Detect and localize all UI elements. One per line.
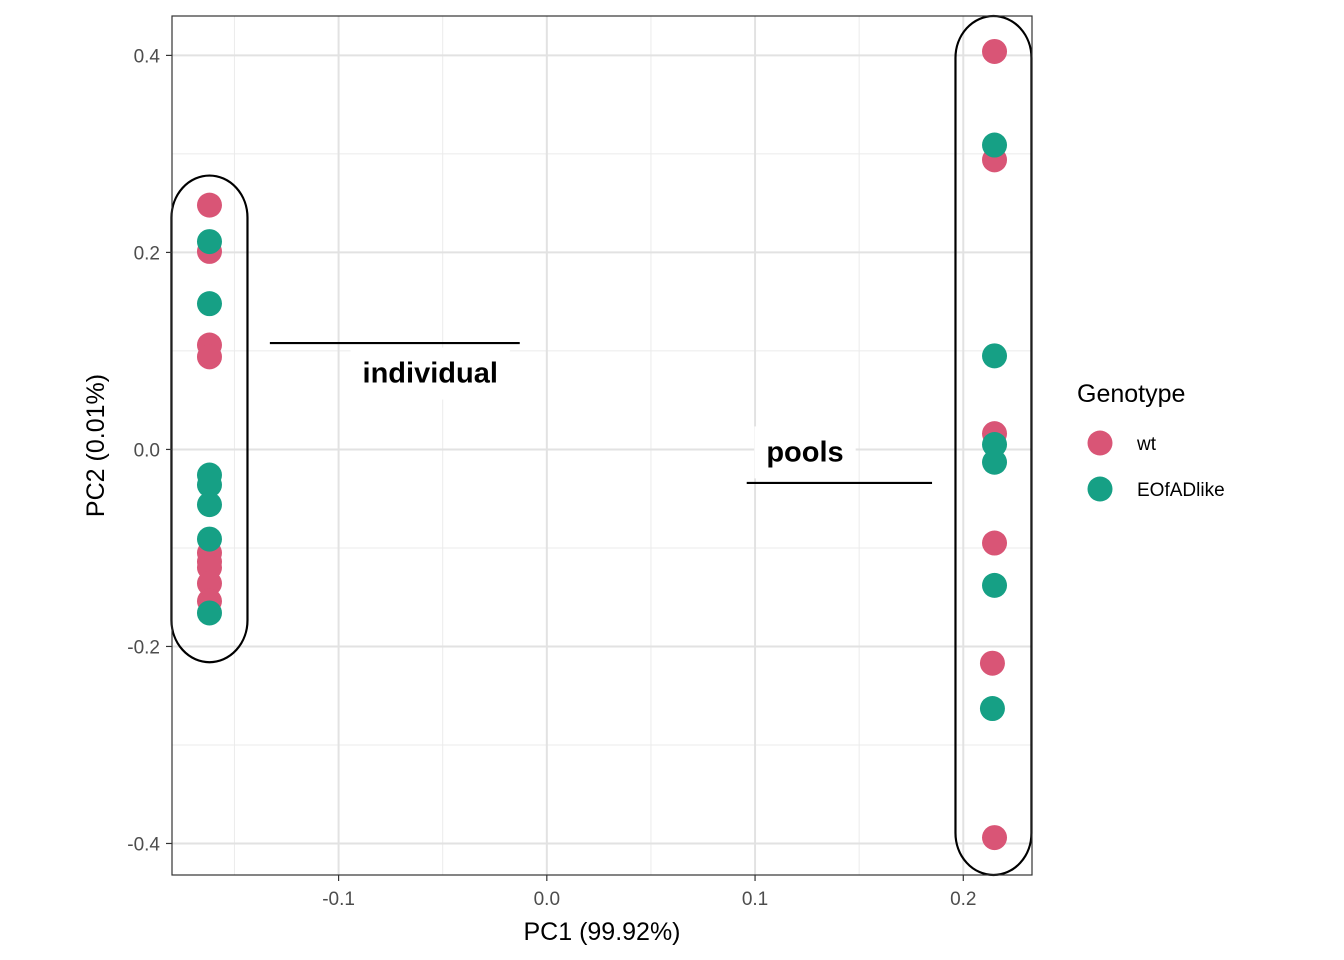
point-wt	[196, 192, 222, 218]
point-wt	[196, 344, 222, 370]
y-tick-label: 0.2	[134, 243, 160, 264]
legend-title: Genotype	[1077, 380, 1185, 408]
data-points	[196, 38, 1008, 851]
point-EOfADlike	[982, 343, 1008, 369]
annotation-label-bg-pools	[754, 426, 856, 479]
point-EOfADlike	[982, 432, 1008, 458]
y-tick-label: -0.2	[127, 637, 160, 658]
y-tick-label: 0.0	[134, 440, 160, 461]
annotation-label-bg-individual	[350, 347, 510, 400]
y-tick-label: -0.4	[127, 834, 160, 855]
point-EOfADlike	[979, 696, 1005, 722]
legend-label-wt: wt	[1136, 434, 1157, 455]
y-tick-label: 0.4	[134, 46, 161, 67]
point-wt	[979, 650, 1005, 676]
legend-key-wt	[1087, 430, 1113, 456]
legend: Genotype wt EOfADlike	[1077, 380, 1225, 502]
legend-label-EOfADlike: EOfADlike	[1137, 480, 1225, 501]
x-tick-label: 0.0	[534, 889, 560, 910]
point-EOfADlike	[196, 600, 222, 626]
point-EOfADlike	[196, 229, 222, 255]
annotation-label-individual: individual	[363, 358, 498, 390]
y-axis-title: PC2 (0.01%)	[82, 374, 110, 517]
point-EOfADlike	[196, 291, 222, 317]
x-tick-label: 0.1	[742, 889, 768, 910]
point-EOfADlike	[982, 132, 1008, 158]
annotation-label-pools: pools	[766, 436, 843, 468]
x-tick-label: 0.2	[950, 889, 976, 910]
x-axis: -0.1 0.0 0.1 0.2	[322, 875, 976, 910]
group-ellipses	[170, 14, 1033, 877]
x-axis-title: PC1 (99.92%)	[523, 918, 680, 946]
point-wt	[982, 530, 1008, 556]
y-axis: -0.4 -0.2 0.0 0.2 0.4	[127, 46, 172, 855]
point-wt	[982, 825, 1008, 851]
point-EOfADlike	[196, 526, 222, 552]
panel-border	[171, 15, 1033, 876]
legend-key-EOfADlike	[1087, 476, 1113, 502]
point-EOfADlike	[196, 492, 222, 518]
annotations: individual pools	[269, 341, 933, 485]
point-wt	[982, 38, 1008, 64]
point-wt	[196, 570, 222, 596]
grid-major	[172, 16, 1032, 875]
point-EOfADlike	[196, 472, 222, 498]
point-EOfADlike	[982, 572, 1008, 598]
point-EOfADlike	[982, 449, 1008, 475]
grid-minor	[172, 16, 1032, 875]
x-tick-label: -0.1	[322, 889, 355, 910]
